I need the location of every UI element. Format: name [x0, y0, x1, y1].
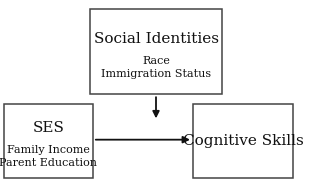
Text: Family Income: Family Income — [7, 145, 90, 155]
Text: SES: SES — [32, 121, 64, 135]
Bar — [90, 9, 222, 94]
Bar — [193, 104, 293, 178]
Text: Cognitive Skills: Cognitive Skills — [183, 134, 304, 148]
Text: Social Identities: Social Identities — [94, 32, 218, 46]
Bar — [4, 104, 93, 178]
Text: Immigration Status: Immigration Status — [101, 69, 211, 79]
Text: Parent Education: Parent Education — [0, 158, 97, 168]
Text: Race: Race — [142, 56, 170, 66]
